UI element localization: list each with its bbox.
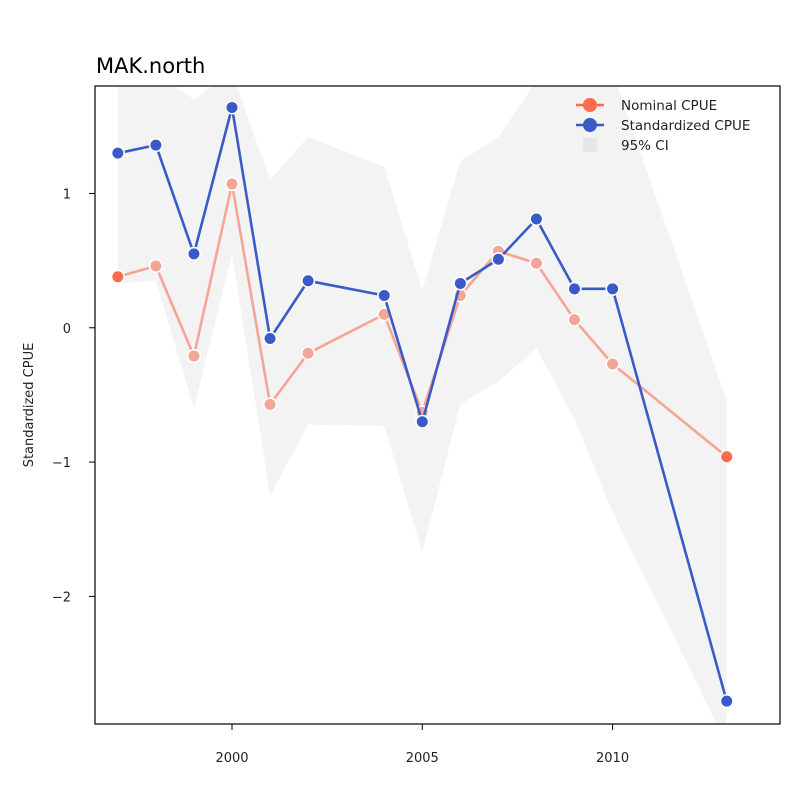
legend-marker [583,98,597,112]
standardized-cpue-point [186,246,202,261]
standardized-cpue-point [453,276,468,291]
nominal-cpue-point [224,176,240,192]
legend-item: 95% CI [583,138,669,154]
legend-label: 95% CI [621,138,669,154]
x-tick-label: 2005 [406,751,439,766]
nominal-cpue-point [186,348,202,364]
nominal-cpue-point [262,397,278,412]
y-axis-label: Standardized CPUE [22,343,37,468]
legend-item: Standardized CPUE [576,118,750,134]
y-tick-label: 1 [63,187,71,202]
standardized-cpue-point [148,137,163,153]
nominal-cpue-point [110,269,125,284]
standardized-cpue-point [110,146,125,161]
standardized-cpue-point [529,211,544,227]
series-layer [110,100,734,709]
y-tick-label: −1 [52,456,71,471]
axes-layer: 2000 2005 2010 −2 −1 0 1 [52,187,629,766]
legend-item: Nominal CPUE [576,98,717,114]
legend-label: Standardized CPUE [621,118,750,134]
nominal-cpue-line [117,182,728,458]
standardized-cpue-point [605,281,620,296]
standardized-cpue-point [415,414,430,429]
legend: Nominal CPUE Standardized CPUE 95% CI [576,98,750,154]
standardized-cpue-point [377,288,392,303]
y-tick-label: 0 [63,322,71,337]
ci-band [117,86,727,724]
standardized-cpue-point [719,694,734,709]
x-tick-label: 2010 [596,751,629,766]
nominal-cpue-point [148,258,163,274]
nominal-cpue-point [605,356,620,372]
x-tick-label: 2000 [215,751,248,766]
standardized-cpue-point [567,281,582,296]
y-tick-label: −2 [52,590,71,605]
nominal-cpue-point [529,256,544,271]
legend-label: Nominal CPUE [621,98,717,114]
standardized-cpue-point [262,331,278,346]
chart-title: MAK.north [96,54,205,78]
legend-marker [583,118,597,132]
standardized-cpue-point [301,273,316,288]
nominal-cpue-point [719,449,734,464]
standardized-cpue-point [491,252,506,267]
nominal-cpue-point [567,312,582,327]
legend-swatch [583,138,597,152]
standardized-cpue-point [224,100,240,115]
plot-frame [94,85,781,725]
standardized-cpue-line [117,106,728,702]
nominal-cpue-point [301,346,316,361]
ci-band-layer [117,86,727,724]
